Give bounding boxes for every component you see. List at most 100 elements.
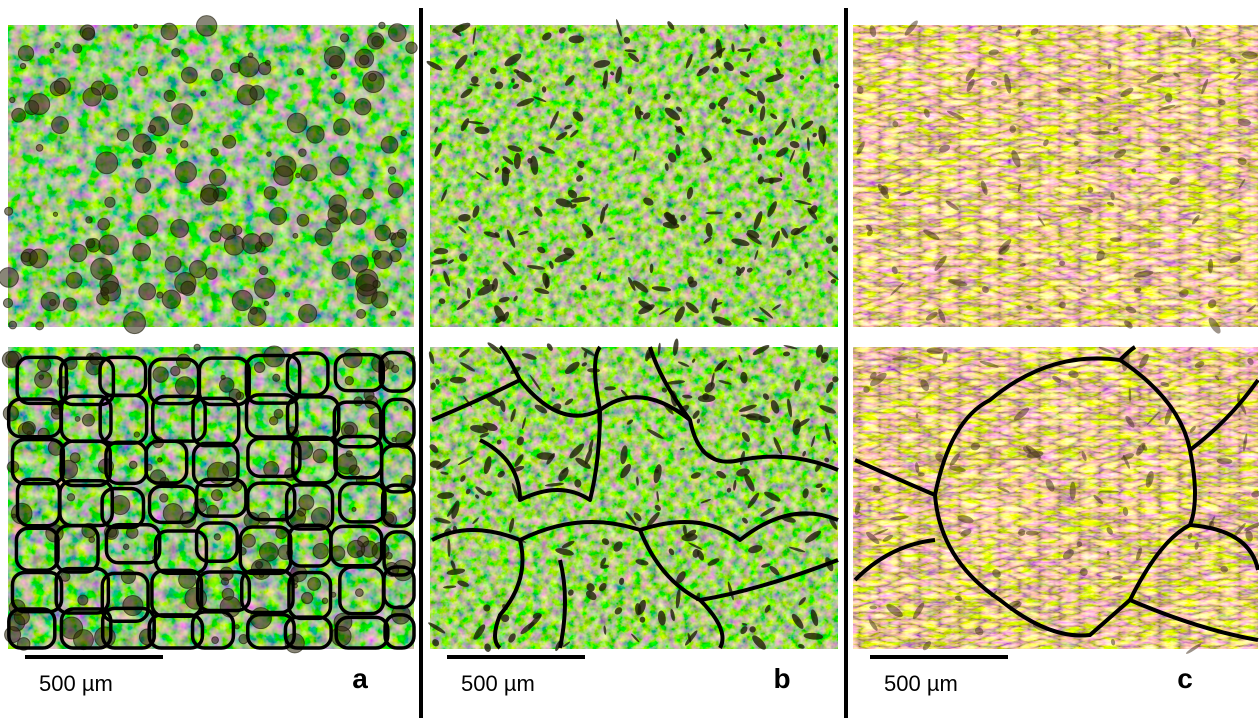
spot — [745, 88, 758, 97]
spot — [696, 65, 710, 77]
spot — [516, 98, 535, 107]
grain — [246, 481, 297, 522]
spot — [88, 536, 96, 543]
grain — [383, 613, 416, 650]
spot — [51, 116, 69, 134]
spot — [781, 227, 789, 239]
spot — [554, 253, 573, 263]
spot — [635, 559, 649, 566]
spot — [432, 639, 440, 647]
spot — [472, 517, 479, 524]
spot — [403, 405, 409, 411]
spot — [529, 374, 541, 391]
spot — [220, 577, 230, 586]
spot — [786, 269, 792, 276]
spot — [327, 204, 348, 225]
spot — [798, 644, 805, 649]
spot — [960, 528, 972, 537]
spot — [495, 315, 504, 324]
spot — [599, 582, 607, 592]
spot — [990, 80, 998, 86]
spot — [676, 571, 686, 584]
spot — [804, 261, 809, 269]
spot — [1125, 415, 1135, 428]
spot — [614, 607, 623, 615]
spot — [123, 311, 147, 335]
spot — [769, 565, 780, 576]
spot — [1025, 530, 1039, 536]
spot — [258, 265, 269, 276]
spot — [794, 379, 801, 392]
spot — [624, 49, 637, 53]
grain — [144, 439, 189, 485]
spot — [616, 19, 622, 37]
spot — [1160, 145, 1171, 153]
spot — [1243, 433, 1248, 452]
spot — [581, 347, 596, 357]
spot — [487, 342, 502, 354]
spot — [314, 228, 333, 247]
spot — [516, 436, 524, 446]
spot — [1093, 495, 1104, 505]
spot — [54, 41, 61, 49]
spot — [199, 187, 218, 206]
spot — [510, 408, 516, 423]
spot — [542, 32, 552, 41]
spot — [583, 350, 588, 358]
spot — [856, 86, 864, 94]
spot — [49, 80, 66, 97]
micrograph — [853, 346, 1259, 654]
grain — [239, 568, 295, 615]
spot — [720, 105, 726, 110]
spot — [1059, 301, 1066, 309]
grain — [337, 481, 387, 524]
spot — [675, 588, 681, 609]
spot — [20, 251, 32, 263]
spot — [742, 517, 748, 524]
spot — [782, 351, 791, 357]
spot — [741, 622, 748, 626]
spot — [223, 234, 245, 256]
micrograph — [853, 20, 1258, 334]
spot — [469, 83, 480, 87]
spot — [762, 393, 770, 400]
spot — [577, 160, 585, 169]
spot — [147, 124, 157, 134]
grain — [191, 396, 241, 448]
spot — [597, 271, 602, 281]
spot — [949, 453, 960, 467]
spot — [733, 479, 737, 491]
spot — [777, 41, 782, 47]
spot — [636, 476, 639, 486]
grain-boundaries — [6, 350, 416, 650]
spot — [428, 351, 435, 365]
spot — [869, 372, 877, 380]
spot — [574, 479, 582, 488]
spot — [152, 366, 169, 383]
spot — [1208, 299, 1217, 309]
spot — [601, 538, 610, 545]
scale-bar-label: 500 µm — [461, 671, 535, 696]
spot — [1131, 168, 1137, 173]
spot — [1015, 29, 1021, 38]
spot — [970, 442, 981, 451]
spot — [575, 457, 591, 469]
spot — [739, 71, 750, 78]
spot — [193, 343, 201, 351]
spot — [872, 485, 881, 493]
spot — [736, 266, 741, 271]
spot — [356, 308, 367, 319]
spot — [195, 15, 218, 37]
spot — [344, 376, 354, 386]
spot — [272, 373, 281, 382]
spot — [255, 561, 263, 569]
spot — [915, 462, 920, 473]
spot — [1069, 481, 1076, 501]
spot — [1025, 445, 1041, 459]
spot — [705, 211, 723, 215]
spot — [576, 175, 584, 182]
spot — [470, 424, 489, 434]
spot — [607, 237, 616, 240]
spot — [122, 543, 130, 551]
spot — [1189, 425, 1196, 433]
